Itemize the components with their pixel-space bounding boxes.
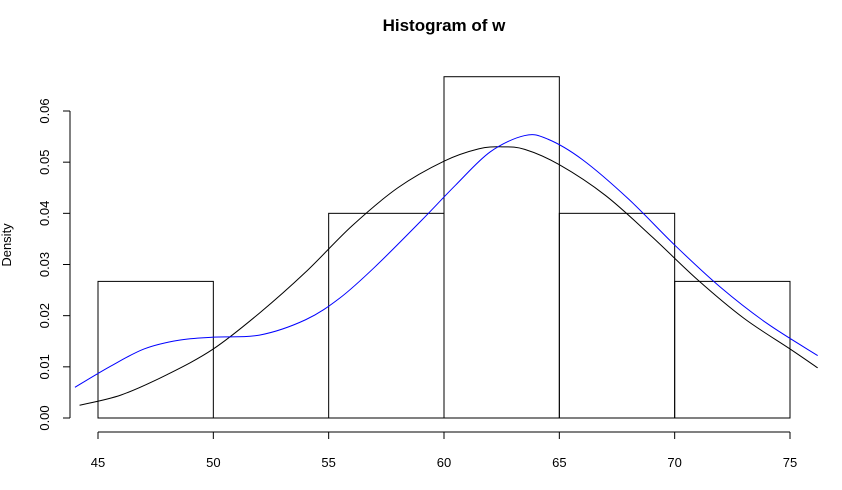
y-axis: 0.00 0.01 0.02 0.03 0.04 0.05 0.06 xyxy=(37,98,71,431)
chart-title: Histogram of w xyxy=(383,16,507,35)
x-tick-label: 50 xyxy=(206,455,220,470)
y-tick-label: 0.01 xyxy=(37,354,52,379)
histogram-bar-55-60 xyxy=(328,212,445,419)
y-tick-label: 0.04 xyxy=(37,201,52,226)
histogram-bar-70-75 xyxy=(674,280,791,419)
x-tick-label: 65 xyxy=(552,455,566,470)
y-axis-label: Density xyxy=(0,223,14,267)
histogram-bar-45-50 xyxy=(97,280,214,419)
x-tick-label: 70 xyxy=(667,455,681,470)
x-axis: 45 50 55 60 65 70 75 xyxy=(91,431,797,470)
x-tick-label: 75 xyxy=(783,455,797,470)
density-curve-black xyxy=(79,146,818,406)
y-tick-label: 0.06 xyxy=(37,98,52,123)
histogram-bar-65-70 xyxy=(558,212,676,419)
histogram-bars xyxy=(97,76,791,419)
y-tick-label: 0.00 xyxy=(37,405,52,430)
y-tick-label: 0.02 xyxy=(37,303,52,328)
x-tick-label: 60 xyxy=(437,455,451,470)
x-tick-label: 55 xyxy=(321,455,335,470)
y-tick-label: 0.03 xyxy=(37,252,52,277)
density-curve-blue xyxy=(74,134,818,388)
density-curves xyxy=(74,134,818,406)
y-tick-label: 0.05 xyxy=(37,150,52,175)
x-tick-label: 45 xyxy=(91,455,105,470)
histogram-bar-60-65 xyxy=(443,76,560,419)
